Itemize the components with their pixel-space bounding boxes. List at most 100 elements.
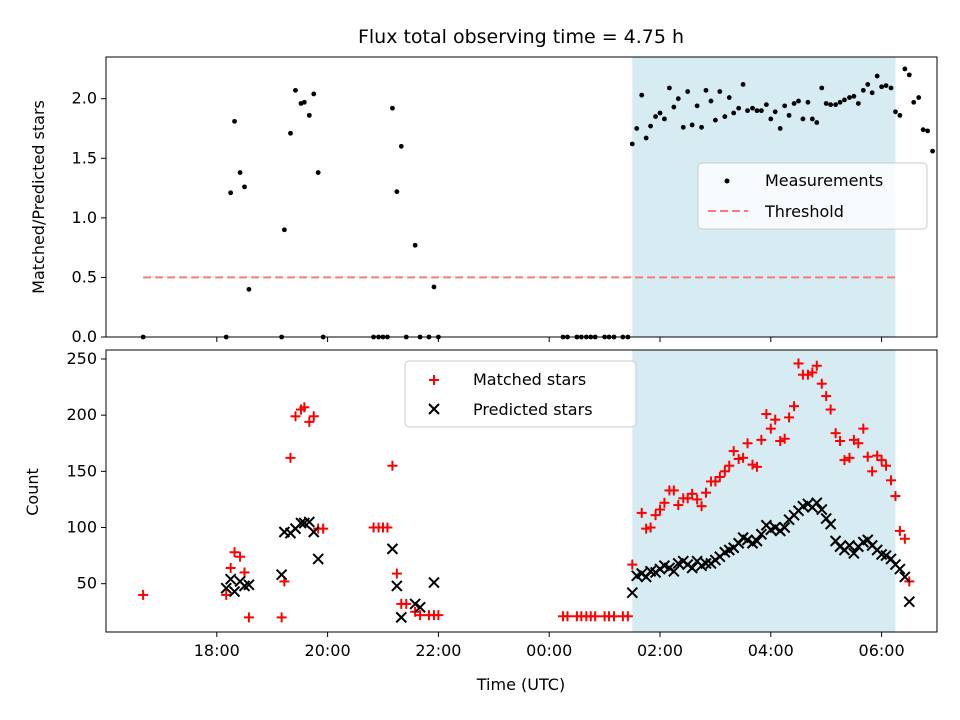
measurement-point	[925, 128, 930, 134]
measurement-point	[772, 109, 778, 115]
predicted-star-point	[409, 598, 421, 610]
measurement-point	[740, 82, 746, 87]
measurement-point	[657, 110, 663, 116]
measurement-point	[911, 99, 917, 105]
predicted-star-point	[414, 601, 426, 613]
measurement-point	[869, 90, 875, 96]
matched-star-point	[733, 453, 744, 464]
matched-star-point	[853, 438, 864, 449]
predicted-star-point	[824, 518, 837, 530]
measurement-points	[140, 66, 935, 340]
matched-star-point	[714, 471, 725, 482]
measurement-point	[643, 135, 649, 141]
ratio-panel: 0.00.51.01.52.0 Matched/Predicted stars …	[29, 56, 938, 346]
measurement-point	[851, 93, 857, 99]
matched-star-point	[609, 611, 620, 622]
measurement-point	[639, 92, 645, 98]
measurement-point	[902, 66, 908, 72]
legend-matched-marker	[429, 375, 439, 385]
count-y-tick-label: 200	[66, 405, 97, 424]
measurement-point	[722, 114, 728, 119]
measurement-point	[777, 126, 783, 131]
measurement-point	[228, 190, 234, 196]
predicted-star-points	[220, 497, 916, 624]
measurement-point	[713, 117, 718, 123]
matched-star-point	[890, 491, 901, 502]
matched-star-point	[687, 488, 698, 499]
matched-star-point	[844, 452, 855, 463]
matched-star-point	[719, 466, 730, 477]
measurement-point	[293, 87, 298, 93]
matched-star-point	[700, 487, 711, 498]
count-y-tick-label: 100	[66, 518, 97, 537]
measurement-point	[930, 148, 935, 154]
matched-star-point	[811, 360, 822, 371]
measurement-point	[888, 85, 894, 91]
matched-star-point	[793, 358, 804, 369]
predicted-star-point	[275, 568, 288, 581]
matched-star-point	[221, 589, 232, 600]
measurement-point	[796, 98, 801, 104]
ratio-y-tick-label: 0.0	[72, 327, 97, 346]
predicted-star-point	[312, 553, 324, 565]
matched-star-point	[894, 525, 905, 536]
predicted-star-point	[224, 573, 237, 585]
ratio-y-tick-label: 1.0	[72, 208, 97, 227]
predicted-star-point	[899, 571, 911, 583]
measurement-point	[916, 95, 922, 100]
matched-star-point	[290, 411, 301, 422]
measurement-point	[667, 85, 672, 91]
measurement-point	[390, 105, 395, 111]
matched-star-point	[789, 401, 800, 412]
measurement-point	[703, 87, 709, 93]
measurement-point	[726, 95, 732, 100]
measurement-point	[786, 112, 792, 118]
predicted-star-point	[848, 547, 860, 560]
matched-star-point	[225, 562, 236, 573]
ratio-y-ticks: 0.0 0.5 1.0 1.5 2.0	[72, 89, 106, 346]
count-axes-frame	[105, 349, 938, 633]
matched-star-point	[899, 533, 910, 544]
measurement-point	[758, 108, 764, 114]
measurement-point	[800, 116, 806, 122]
matched-star-point	[876, 455, 887, 466]
matched-star-point	[682, 493, 693, 504]
measurement-point	[819, 85, 825, 91]
measurement-point	[731, 110, 737, 116]
measurement-point	[242, 184, 247, 190]
matched-star-point	[807, 367, 818, 378]
count-x-tick-label: 06:00	[859, 641, 905, 660]
measurement-point	[837, 99, 843, 105]
measurement-point	[809, 116, 815, 122]
matched-star-point	[673, 500, 684, 511]
matched-star-point	[867, 466, 878, 477]
matched-star-point	[641, 523, 652, 534]
count-y-ticks: 50 100 150 200 250	[66, 349, 106, 593]
x-axis-label: Time (UTC)	[476, 675, 565, 694]
measurement-point	[828, 102, 834, 108]
measurement-point	[699, 124, 704, 130]
matched-star-point	[862, 451, 873, 462]
matched-star-point	[622, 611, 633, 622]
measurement-point	[823, 101, 829, 106]
measurement-point	[629, 141, 635, 147]
predicted-star-point	[741, 534, 754, 546]
measurement-point	[694, 103, 700, 109]
matched-star-point	[747, 459, 758, 470]
count-panel: 50 100 150 200 250 18:00 20:00 22:00 00:00 02:00…	[23, 349, 938, 694]
measurement-point	[906, 72, 912, 78]
legend-predicted-label: Predicted stars	[473, 400, 593, 419]
ratio-y-tick-label: 0.5	[72, 267, 97, 286]
matched-star-point	[839, 455, 850, 466]
count-x-tick-label: 18:00	[194, 641, 240, 660]
matched-star-point	[239, 567, 250, 578]
count-x-tick-label: 22:00	[415, 641, 461, 660]
count-x-tick-label: 20:00	[305, 641, 351, 660]
measurement-point	[685, 89, 691, 94]
matched-star-point	[590, 611, 601, 622]
measurement-point	[689, 122, 695, 128]
matched-star-point	[655, 504, 665, 515]
matched-star-point	[243, 612, 254, 623]
matched-star-point	[728, 446, 739, 457]
matched-star-point	[761, 409, 772, 420]
